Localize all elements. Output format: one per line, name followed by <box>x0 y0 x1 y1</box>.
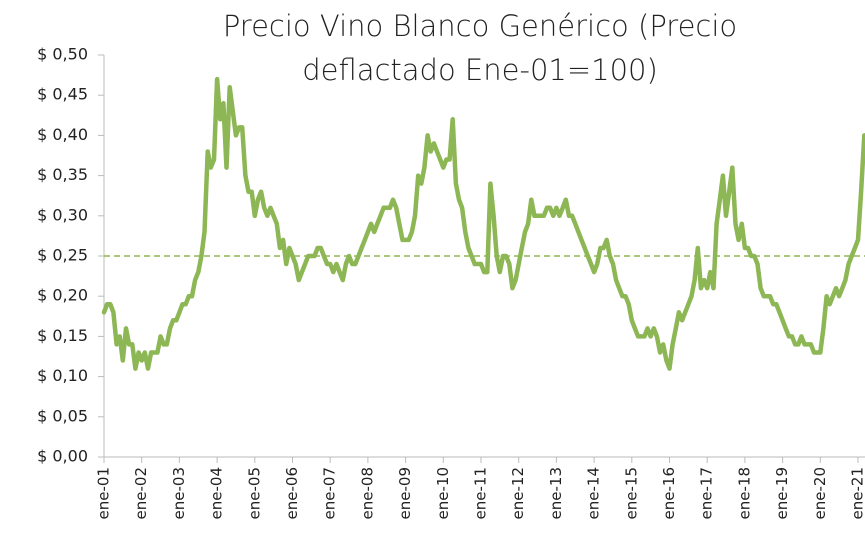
x-tick-label: ene-05 <box>245 467 263 519</box>
chart-title: deflactado Ene-01=100) <box>302 53 658 87</box>
y-tick-label: $ 0,05 <box>37 406 88 425</box>
x-tick-label: ene-08 <box>358 467 376 519</box>
x-tick-label: ene-07 <box>321 467 339 519</box>
x-tick-label: ene-21 <box>849 467 865 519</box>
y-tick-label: $ 0,25 <box>37 246 88 265</box>
y-tick-label: $ 0,15 <box>37 326 88 345</box>
x-tick-label: ene-04 <box>208 467 226 519</box>
x-tick-label: ene-17 <box>698 467 716 519</box>
x-tick-label: ene-06 <box>283 467 301 519</box>
x-tick-label: ene-19 <box>773 467 791 519</box>
x-tick-label: ene-14 <box>585 467 603 519</box>
x-tick-label: ene-01 <box>95 467 113 519</box>
y-tick-label: $ 0,50 <box>37 45 88 64</box>
y-tick-label: $ 0,35 <box>37 165 88 184</box>
x-tick-label: ene-09 <box>396 467 414 519</box>
x-tick-label: ene-03 <box>170 467 188 519</box>
y-tick-label: $ 0,00 <box>37 447 88 466</box>
x-tick-label: ene-10 <box>434 467 452 519</box>
y-tick-label: $ 0,20 <box>37 286 88 305</box>
y-tick-label: $ 0,45 <box>37 85 88 104</box>
x-tick-label: ene-02 <box>132 467 150 519</box>
x-tick-label: ene-13 <box>547 467 565 519</box>
y-tick-label: $ 0,30 <box>37 205 88 224</box>
y-tick-label: $ 0,10 <box>37 366 88 385</box>
x-tick-label: ene-16 <box>660 467 678 519</box>
x-tick-label: ene-18 <box>735 467 753 519</box>
x-tick-label: ene-12 <box>509 467 527 519</box>
data-line <box>101 76 865 371</box>
x-tick-label: ene-11 <box>472 467 490 519</box>
x-tick-label: ene-15 <box>622 467 640 519</box>
x-tick-label: ene-20 <box>811 467 829 519</box>
y-tick-label: $ 0,40 <box>37 125 88 144</box>
chart-title: Precio Vino Blanco Genérico (Precio <box>223 9 737 43</box>
